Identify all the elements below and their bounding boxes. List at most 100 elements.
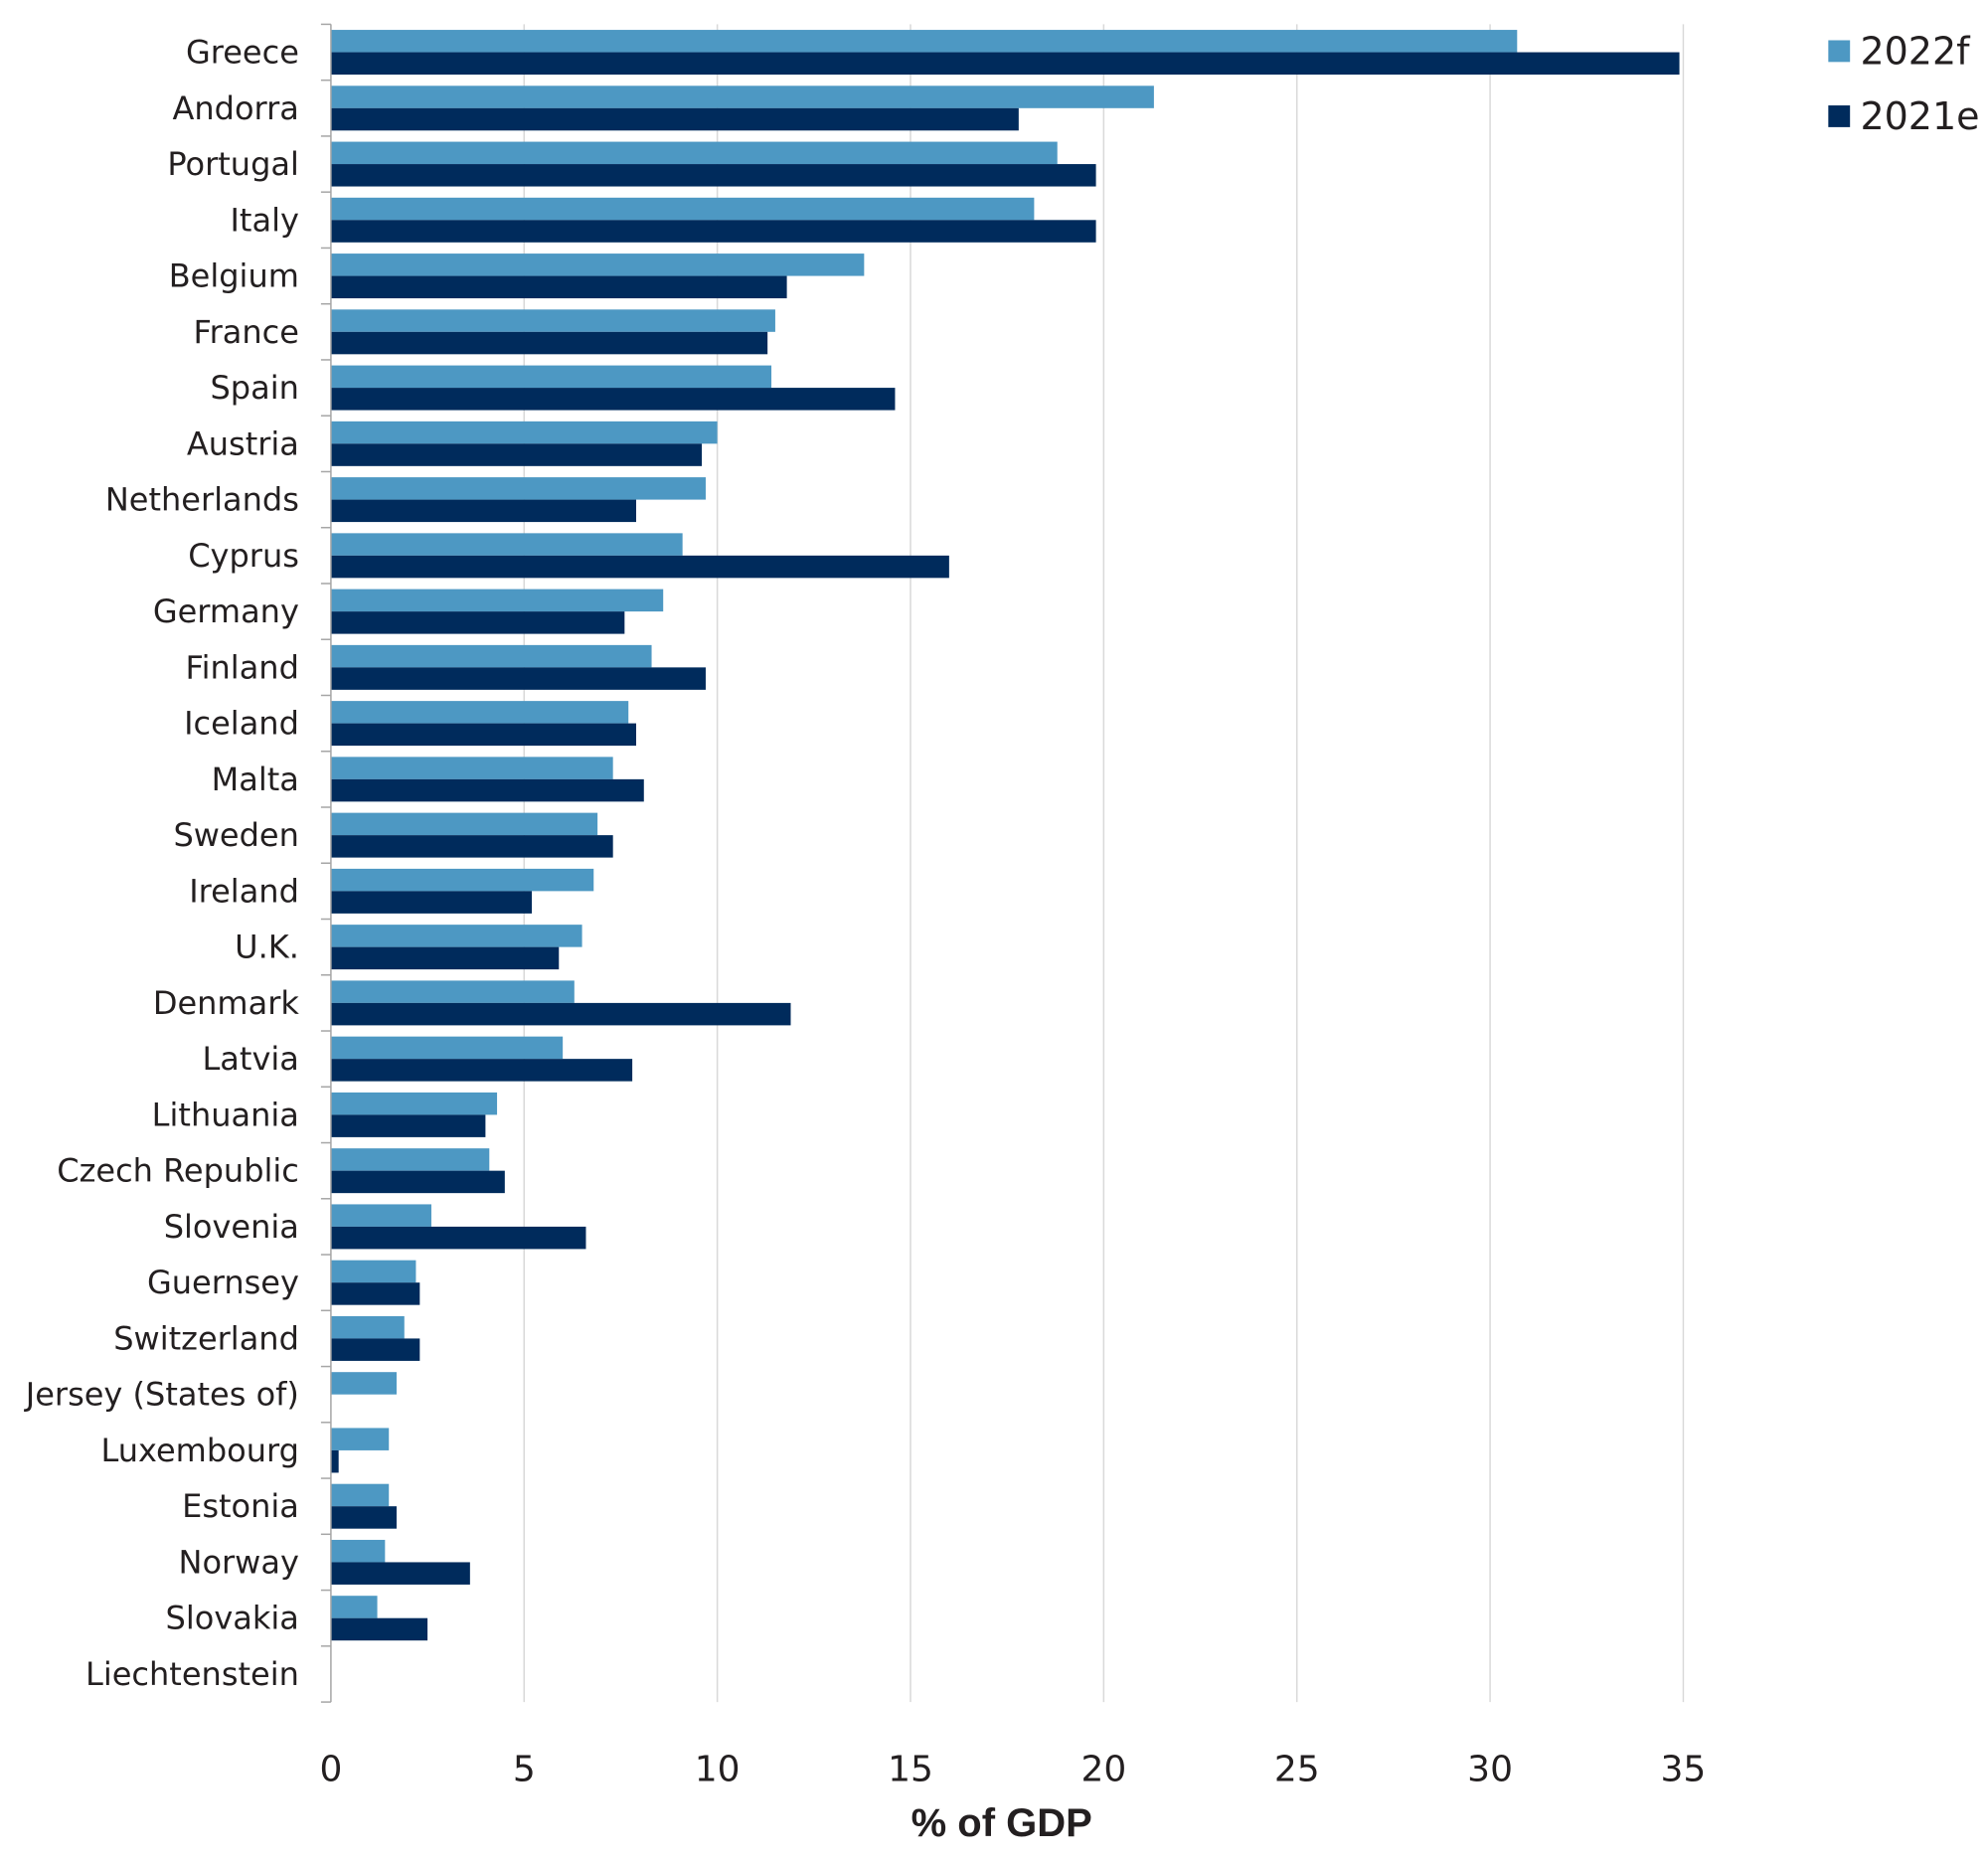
category-label: Guernsey — [147, 1264, 299, 1301]
x-tick-label: 20 — [1080, 1750, 1126, 1790]
bar-2021e-10 — [330, 611, 625, 634]
legend-swatch-2022f — [1828, 40, 1851, 63]
bar-2021e-28 — [330, 1617, 428, 1641]
bar-2022f-27 — [330, 1539, 386, 1563]
legend-label-2021e: 2021e — [1860, 94, 1979, 138]
bar-2021e-2 — [330, 164, 1096, 187]
category-label: Czech Republic — [57, 1152, 299, 1190]
x-tick-label: 15 — [888, 1750, 933, 1790]
bar-2021e-3 — [330, 220, 1096, 243]
category-label: Portugal — [167, 145, 299, 183]
category-label: Malta — [212, 761, 299, 798]
category-label: Andorra — [172, 89, 298, 127]
category-label: Slovenia — [164, 1208, 299, 1246]
bar-2021e-4 — [330, 275, 787, 299]
bar-2021e-26 — [330, 1506, 397, 1529]
category-label: Switzerland — [113, 1319, 299, 1357]
bar-2022f-6 — [330, 365, 772, 389]
category-label: Denmark — [153, 984, 300, 1022]
category-label: Slovakia — [166, 1600, 299, 1637]
legend: 2022f 2021e — [1828, 29, 1980, 138]
category-labels: Greece Andorra Portugal Italy Belgium France S… — [24, 34, 300, 1693]
bar-2022f-24 — [330, 1372, 397, 1395]
bar-2022f-25 — [330, 1428, 390, 1450]
x-tick-label: 35 — [1661, 1750, 1707, 1790]
category-label: France — [193, 313, 298, 351]
bar-2022f-11 — [330, 644, 652, 668]
category-label: U.K. — [235, 929, 299, 966]
bar-2021e-1 — [330, 107, 1019, 131]
legend-swatch-2021e — [1828, 105, 1851, 127]
bar-2022f-8 — [330, 477, 706, 500]
category-label: Latvia — [202, 1040, 298, 1078]
bar-2022f-14 — [330, 812, 598, 836]
category-label: Luxembourg — [100, 1432, 298, 1469]
y-axis — [320, 23, 332, 1703]
bar-2022f-18 — [330, 1036, 564, 1060]
bar-2021e-18 — [330, 1059, 633, 1082]
bar-2021e-11 — [330, 667, 706, 690]
bar-2021e-5 — [330, 331, 768, 355]
bars — [330, 30, 1680, 1641]
x-tick-label: 25 — [1274, 1750, 1320, 1790]
category-label: Liechtenstein — [85, 1655, 299, 1693]
bar-2022f-21 — [330, 1204, 431, 1227]
bar-2022f-20 — [330, 1148, 490, 1171]
bar-2022f-5 — [330, 309, 775, 332]
category-label: Finland — [186, 648, 299, 686]
category-label: Estonia — [182, 1487, 299, 1525]
bar-2021e-25 — [330, 1449, 339, 1473]
bar-2021e-7 — [330, 443, 703, 466]
category-label: Sweden — [173, 816, 298, 854]
x-axis-title: % of GDP — [911, 1801, 1092, 1845]
bar-2022f-0 — [330, 30, 1518, 53]
bar-2022f-3 — [330, 197, 1035, 221]
x-tick-labels: 0 5 10 15 20 25 30 35 — [319, 1750, 1706, 1790]
bar-2022f-15 — [330, 868, 594, 892]
bar-2022f-12 — [330, 701, 629, 724]
category-label: Cyprus — [188, 537, 299, 575]
x-tick-label: 0 — [319, 1750, 342, 1790]
category-label: Netherlands — [105, 481, 299, 519]
bar-2022f-17 — [330, 980, 575, 1003]
bar-2021e-13 — [330, 778, 644, 802]
bar-2022f-26 — [330, 1483, 390, 1507]
bar-2022f-13 — [330, 757, 613, 779]
category-label: Belgium — [169, 257, 299, 295]
bar-2022f-1 — [330, 85, 1154, 108]
category-label: Italy — [230, 201, 298, 239]
gridlines — [523, 24, 1685, 1703]
category-label: Norway — [179, 1543, 299, 1581]
category-label: Austria — [187, 424, 299, 462]
bar-2021e-20 — [330, 1170, 505, 1194]
bar-2021e-27 — [330, 1562, 470, 1585]
bar-2021e-8 — [330, 499, 636, 523]
bar-2021e-15 — [330, 891, 533, 914]
bar-2021e-19 — [330, 1114, 486, 1137]
bar-2021e-16 — [330, 946, 560, 970]
bar-2021e-9 — [330, 555, 949, 579]
bar-2022f-23 — [330, 1315, 405, 1339]
bar-2022f-2 — [330, 141, 1058, 165]
category-label: Jersey (States of) — [24, 1376, 299, 1414]
x-tick-label: 5 — [513, 1750, 536, 1790]
bar-2021e-17 — [330, 1002, 791, 1026]
category-label: Iceland — [184, 705, 299, 743]
category-label: Lithuania — [152, 1096, 299, 1133]
category-label: Ireland — [189, 872, 299, 910]
category-label: Germany — [153, 592, 299, 630]
bar-2022f-4 — [330, 254, 865, 276]
bar-2022f-9 — [330, 533, 683, 556]
x-tick-label: 10 — [695, 1750, 741, 1790]
bar-2022f-16 — [330, 925, 582, 947]
bar-2022f-22 — [330, 1260, 416, 1283]
legend-label-2022f: 2022f — [1860, 29, 1971, 73]
category-label: Greece — [186, 34, 299, 72]
bar-2021e-14 — [330, 835, 613, 858]
bar-2022f-10 — [330, 589, 664, 612]
bar-2021e-12 — [330, 723, 636, 747]
category-label: Spain — [210, 369, 298, 407]
bar-2021e-23 — [330, 1338, 420, 1361]
bar-2021e-21 — [330, 1226, 586, 1250]
